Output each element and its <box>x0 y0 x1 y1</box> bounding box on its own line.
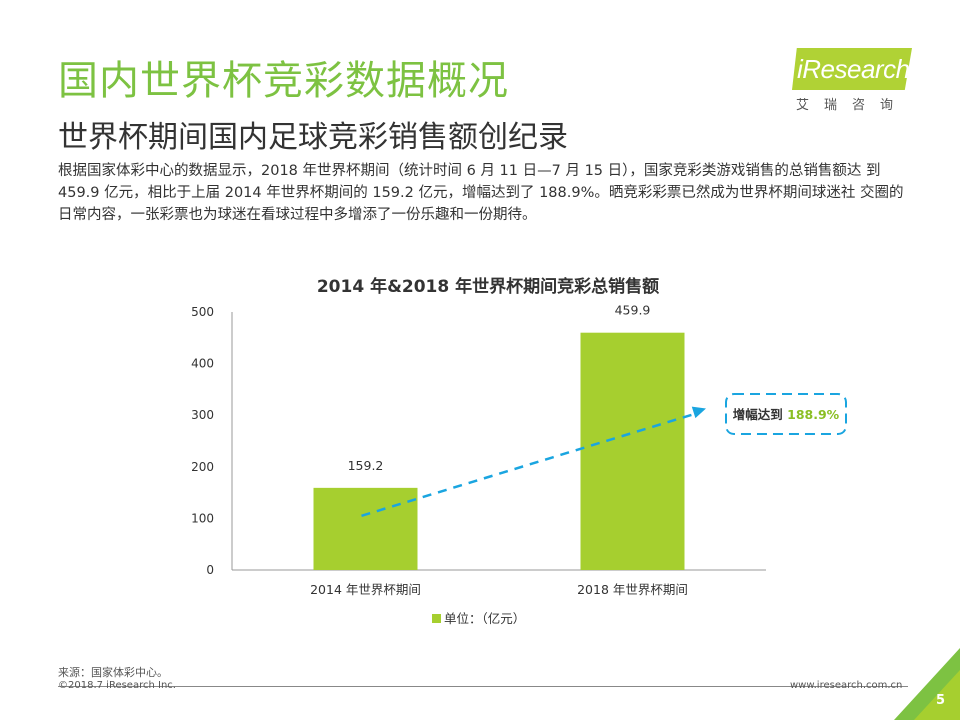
website-text: www.iresearch.com.cn <box>790 680 903 691</box>
legend-swatch <box>432 614 441 623</box>
annotation-value: 188.9% <box>787 407 840 422</box>
copyright-text: ©2018.7 iResearch Inc. <box>58 680 176 691</box>
bar <box>580 332 685 570</box>
bars: 159.2 2014 年世界杯期间 459.9 2018 年世界杯期间 <box>310 303 688 597</box>
x-tick-label: 2014 年世界杯期间 <box>310 582 421 597</box>
y-tick-label: 100 <box>191 511 214 525</box>
corner-decoration <box>894 648 960 720</box>
logo-text: iResearch <box>797 54 910 84</box>
y-tick-label: 500 <box>191 305 214 319</box>
body-paragraph: 根据国家体彩中心的数据显示，2018 年世界杯期间（统计时间 6 月 11 日—… <box>58 163 904 223</box>
x-tick-label: 2018 年世界杯期间 <box>577 582 688 597</box>
chart-legend: 单位：（亿元） <box>432 611 525 626</box>
bar-value-label: 159.2 <box>348 458 384 473</box>
y-axis: 0 100 200 300 400 500 <box>191 305 214 577</box>
growth-arrow: 增幅达到 188.9% <box>361 393 847 518</box>
growth-arrow-head <box>691 406 706 419</box>
y-tick-label: 200 <box>191 460 214 474</box>
growth-annotation: 增幅达到 188.9% <box>733 407 840 422</box>
y-tick-label: 400 <box>191 357 214 371</box>
logo-cn-text: 艾瑞咨询 <box>796 98 909 113</box>
iresearch-logo: iResearch 艾瑞咨询 <box>792 48 920 114</box>
page-title: 国内世界杯竞彩数据概况 <box>58 58 509 104</box>
y-tick-label: 300 <box>191 408 214 422</box>
legend-label: 单位：（亿元） <box>444 611 525 626</box>
bar-value-label: 459.9 <box>615 303 651 318</box>
source-note: 来源：国家体彩中心。 <box>58 666 168 679</box>
footer-divider <box>58 686 908 687</box>
growth-arrow-line <box>361 412 697 518</box>
page-number: 5 <box>936 693 946 708</box>
bar <box>313 487 418 570</box>
chart-title: 2014 年&2018 年世界杯期间竞彩总销售额 <box>316 277 660 297</box>
page-subtitle: 世界杯期间国内足球竞彩销售额创纪录 <box>58 120 568 155</box>
annotation-prefix: 增幅达到 <box>733 407 787 422</box>
y-tick-label: 0 <box>206 563 214 577</box>
logo-badge <box>792 48 912 90</box>
annotation-box <box>725 393 847 435</box>
